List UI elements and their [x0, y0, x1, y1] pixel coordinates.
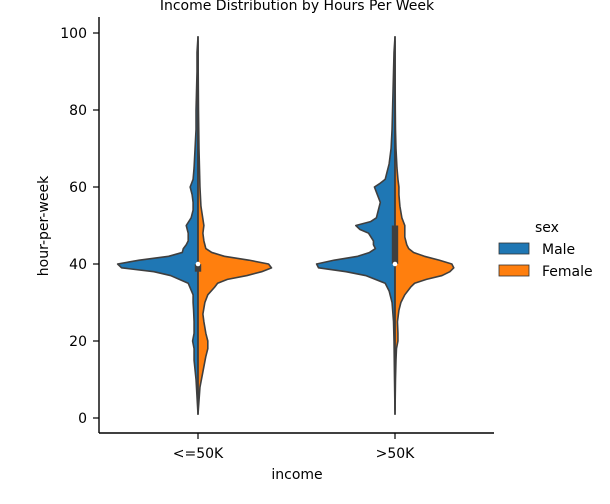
- legend: sex Male Female: [498, 220, 593, 280]
- violin-half-female-0: [197, 36, 273, 415]
- legend-swatch-male: [498, 242, 530, 255]
- box-iqr: [194, 264, 202, 272]
- x-tick-label: >50K: [376, 446, 416, 462]
- y-tick-label: 100: [60, 26, 87, 42]
- legend-label-male: Male: [542, 242, 575, 258]
- violin-half-male-1: [315, 36, 396, 415]
- y-tick-label: 20: [69, 334, 87, 350]
- violins: [116, 36, 455, 415]
- legend-title: sex: [535, 220, 559, 236]
- y-tick-label: 60: [69, 180, 87, 196]
- violin-half-male-0: [116, 36, 199, 415]
- x-axis-label: income: [271, 467, 322, 483]
- y-tick-label: 40: [69, 257, 87, 273]
- chart-title: Income Distribution by Hours Per Week: [160, 0, 435, 14]
- legend-label-female: Female: [542, 264, 593, 280]
- y-axis: 0 20 40 60 80 100: [60, 26, 99, 427]
- violin-half-female-1: [394, 36, 455, 415]
- x-axis: <=50K >50K: [173, 433, 415, 462]
- y-tick-label: 0: [78, 411, 87, 427]
- box-iqr: [391, 225, 399, 264]
- y-axis-label: hour-per-week: [36, 175, 52, 276]
- x-tick-label: <=50K: [173, 446, 224, 462]
- y-tick-label: 80: [69, 103, 87, 119]
- box-median: [195, 261, 201, 267]
- legend-swatch-female: [498, 264, 530, 277]
- box-median: [392, 261, 398, 267]
